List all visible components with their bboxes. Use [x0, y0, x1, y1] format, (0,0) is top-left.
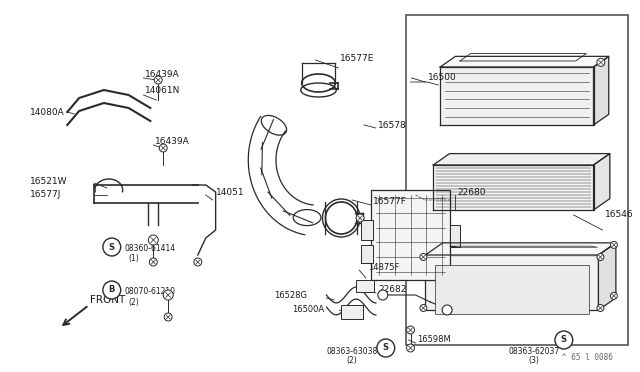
Circle shape	[356, 214, 364, 222]
Text: 16521W: 16521W	[29, 176, 67, 186]
Text: (2): (2)	[129, 298, 140, 307]
Text: 08363-62037: 08363-62037	[509, 346, 560, 356]
Text: 16439A: 16439A	[156, 137, 190, 145]
Text: 14051: 14051	[216, 187, 244, 196]
Text: 08070-61210: 08070-61210	[125, 288, 175, 296]
Bar	[435, 265, 589, 314]
Bar	[426, 255, 598, 310]
Polygon shape	[433, 165, 593, 210]
Circle shape	[597, 253, 604, 260]
Text: S: S	[561, 336, 567, 344]
Text: 22682: 22682	[378, 285, 406, 294]
Text: B: B	[109, 285, 115, 295]
Polygon shape	[440, 67, 593, 125]
Text: 16598M: 16598M	[417, 334, 451, 343]
Text: (2): (2)	[347, 356, 358, 365]
Bar	[361, 220, 373, 240]
Text: 16500A: 16500A	[292, 305, 324, 314]
Circle shape	[377, 339, 395, 357]
Text: 14080A: 14080A	[29, 108, 65, 116]
Text: (3): (3)	[529, 356, 540, 365]
Circle shape	[406, 326, 415, 334]
Circle shape	[159, 144, 167, 152]
Polygon shape	[440, 57, 609, 67]
Bar	[341, 305, 363, 319]
Text: 16578: 16578	[378, 121, 406, 129]
Bar	[371, 190, 450, 280]
Bar	[450, 225, 460, 247]
Text: S: S	[383, 343, 388, 353]
Circle shape	[194, 258, 202, 266]
Circle shape	[148, 235, 158, 245]
Polygon shape	[598, 243, 616, 310]
Polygon shape	[433, 154, 610, 165]
Text: 08360-61414: 08360-61414	[125, 244, 176, 253]
Text: 16439A: 16439A	[145, 70, 180, 78]
Circle shape	[611, 292, 618, 299]
Text: (1): (1)	[129, 253, 140, 263]
Text: 14875F: 14875F	[368, 263, 399, 273]
Circle shape	[420, 305, 427, 311]
Circle shape	[555, 331, 573, 349]
Circle shape	[406, 344, 415, 352]
Bar	[406, 15, 628, 345]
Circle shape	[149, 258, 157, 266]
Text: ^ 65 l 0086: ^ 65 l 0086	[563, 353, 613, 362]
Bar	[361, 245, 373, 263]
Polygon shape	[593, 154, 610, 210]
Circle shape	[442, 305, 452, 315]
Text: 16500: 16500	[428, 73, 457, 81]
Circle shape	[420, 253, 427, 260]
Text: FRONT: FRONT	[90, 295, 125, 305]
Circle shape	[597, 58, 605, 66]
Text: 08363-63038: 08363-63038	[326, 346, 378, 356]
Circle shape	[164, 313, 172, 321]
Text: 14061N: 14061N	[145, 86, 180, 94]
Circle shape	[611, 241, 618, 248]
Circle shape	[103, 238, 121, 256]
Text: 16577E: 16577E	[340, 54, 374, 62]
Text: 22680: 22680	[457, 187, 486, 196]
Polygon shape	[426, 243, 616, 255]
Bar	[356, 280, 374, 292]
Polygon shape	[593, 57, 609, 125]
Text: S: S	[109, 243, 115, 251]
Text: 16577F: 16577F	[373, 196, 407, 205]
Text: 16546: 16546	[605, 209, 634, 218]
Text: 16528G: 16528G	[274, 292, 307, 301]
Text: 16577J: 16577J	[29, 189, 61, 199]
Circle shape	[597, 305, 604, 311]
Circle shape	[103, 281, 121, 299]
Circle shape	[163, 290, 173, 300]
Circle shape	[154, 76, 162, 84]
Circle shape	[378, 290, 388, 300]
